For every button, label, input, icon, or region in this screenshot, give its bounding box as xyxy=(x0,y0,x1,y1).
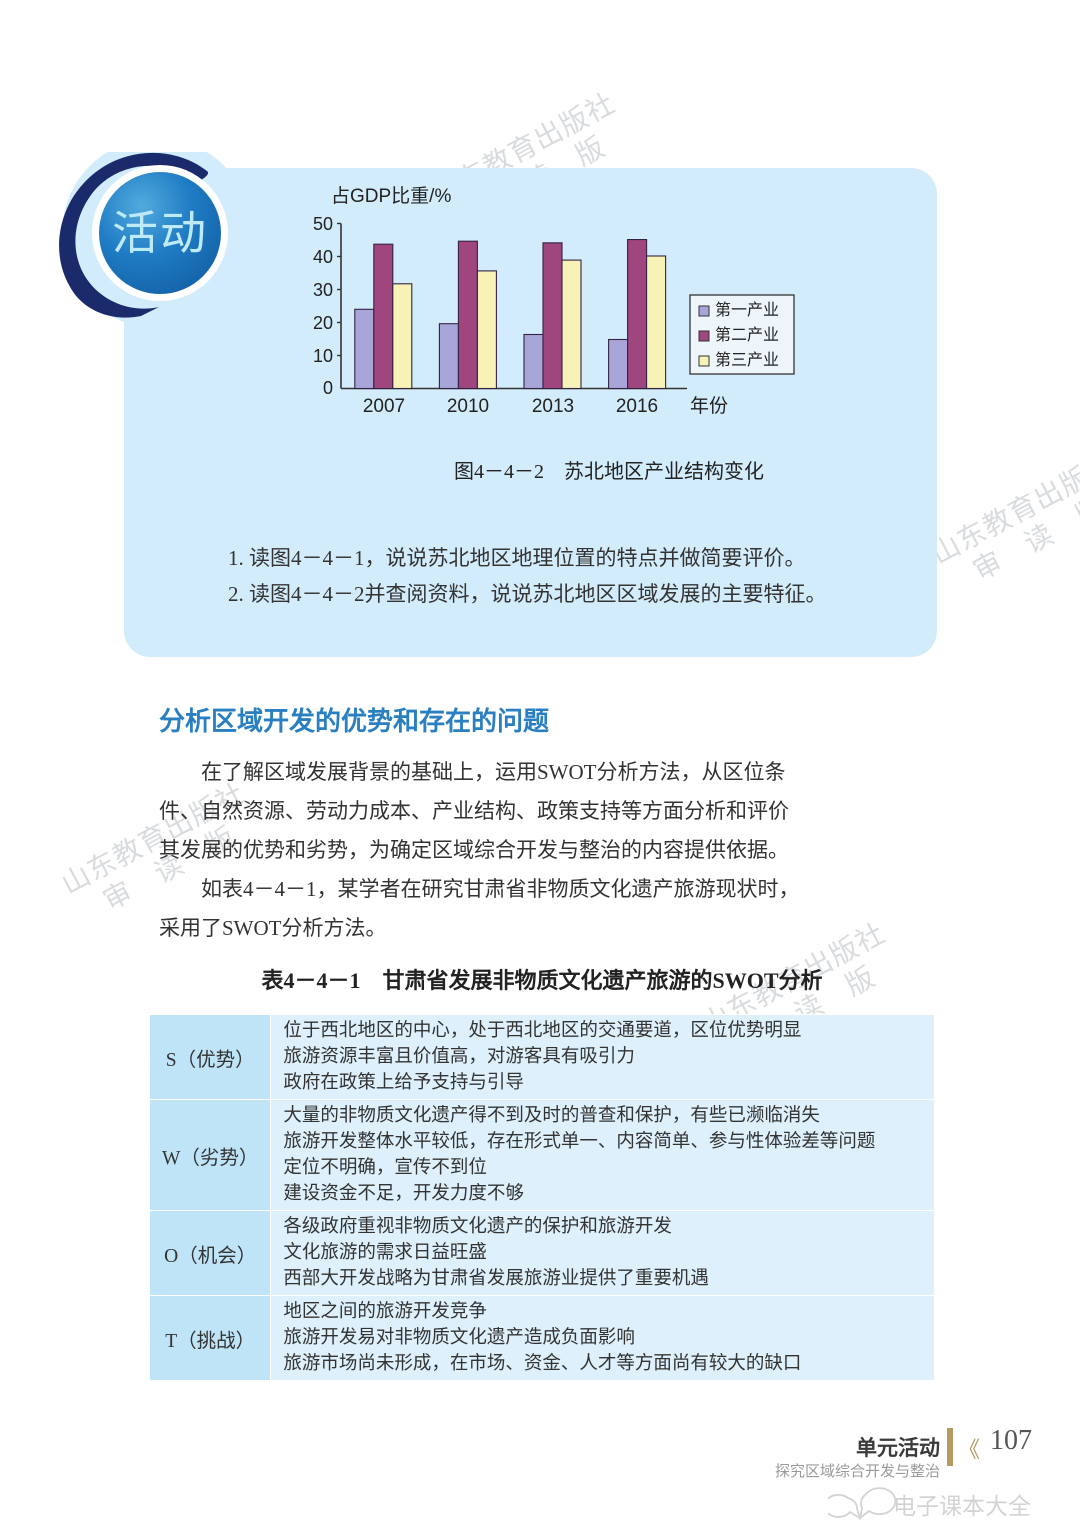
svg-text:年份: 年份 xyxy=(690,395,728,417)
svg-text:活动: 活动 xyxy=(112,207,208,259)
svg-text:2013: 2013 xyxy=(532,396,574,417)
svg-text:2007: 2007 xyxy=(363,396,405,417)
svg-text:30: 30 xyxy=(313,280,333,300)
svg-text:2010: 2010 xyxy=(447,396,489,417)
svg-text:第一产业: 第一产业 xyxy=(715,301,779,319)
svg-text:10: 10 xyxy=(313,346,333,366)
svg-text:电子课本大全: 电子课本大全 xyxy=(893,1493,1031,1519)
svg-text:第三产业: 第三产业 xyxy=(715,351,779,369)
svg-text:50: 50 xyxy=(313,214,333,234)
svg-text:占GDP比重/%: 占GDP比重/% xyxy=(331,185,451,207)
svg-text:20: 20 xyxy=(313,313,333,333)
svg-text:2016: 2016 xyxy=(616,396,658,417)
svg-text:40: 40 xyxy=(313,247,333,267)
svg-text:0: 0 xyxy=(323,378,333,398)
svg-text:第二产业: 第二产业 xyxy=(715,326,779,344)
